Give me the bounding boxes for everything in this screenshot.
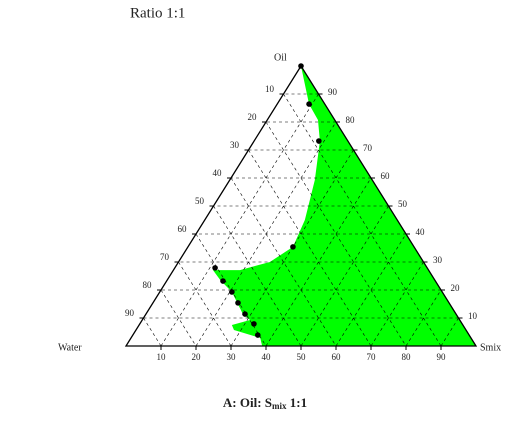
grid-line	[405, 289, 442, 347]
bottom-tick-label: 10	[157, 352, 167, 362]
right-tick-label: 30	[433, 255, 443, 265]
grid-line	[283, 93, 442, 347]
grid-line	[265, 121, 407, 347]
caption-prefix: A: Oil: S	[223, 395, 272, 410]
grid-line	[370, 261, 424, 347]
left-tick-label: 60	[178, 224, 188, 234]
bottom-tick-label: 20	[192, 352, 202, 362]
right-tick-label: 40	[416, 227, 426, 237]
data-point	[290, 244, 296, 250]
left-tick-label: 70	[160, 252, 170, 262]
right-tick-label: 10	[468, 311, 478, 321]
data-point	[298, 63, 304, 69]
bottom-tick-label: 90	[437, 352, 447, 362]
grid-line	[160, 289, 197, 347]
grid-line	[143, 317, 162, 347]
caption-suffix: 1:1	[287, 395, 308, 410]
left-tick-label: 40	[213, 168, 223, 178]
data-point	[251, 321, 257, 327]
right-tick-label: 20	[451, 283, 461, 293]
bottom-tick-label: 30	[227, 352, 237, 362]
bottom-tick-label: 60	[332, 352, 342, 362]
data-point	[306, 101, 312, 107]
caption-subscript: mix	[272, 401, 287, 411]
left-tick-label: 30	[230, 140, 240, 150]
bottom-tick-label: 70	[367, 352, 377, 362]
grid-line	[178, 261, 232, 347]
axis-label-left: Water	[58, 342, 82, 353]
bottom-tick-label: 80	[402, 352, 412, 362]
caption: A: Oil: Smix 1:1	[223, 395, 307, 411]
right-tick-label: 70	[363, 143, 373, 153]
chart-title: Ratio 1:1	[130, 5, 185, 21]
right-tick-label: 90	[328, 87, 338, 97]
right-tick-label: 60	[381, 171, 391, 181]
grid-line	[160, 93, 319, 347]
data-point	[242, 311, 248, 317]
data-point	[212, 265, 218, 271]
left-tick-label: 50	[195, 196, 205, 206]
left-tick-label: 10	[265, 84, 275, 94]
left-tick-label: 20	[248, 112, 258, 122]
data-point	[254, 332, 261, 338]
data-point	[220, 278, 226, 284]
left-tick-label: 80	[143, 280, 153, 290]
right-tick-label: 50	[398, 199, 408, 209]
data-point	[229, 289, 235, 295]
axis-label-right: Smix	[480, 342, 501, 353]
triangle-frame	[124, 64, 478, 347]
axis-label-top: Oil	[274, 52, 287, 63]
left-tick-label: 90	[125, 308, 135, 318]
bottom-tick-label: 50	[297, 352, 307, 362]
data-point	[235, 300, 241, 306]
right-tick-label: 80	[346, 115, 356, 125]
bottom-tick-label: 40	[262, 352, 272, 362]
grid-line	[248, 149, 372, 347]
data-point	[316, 138, 322, 144]
